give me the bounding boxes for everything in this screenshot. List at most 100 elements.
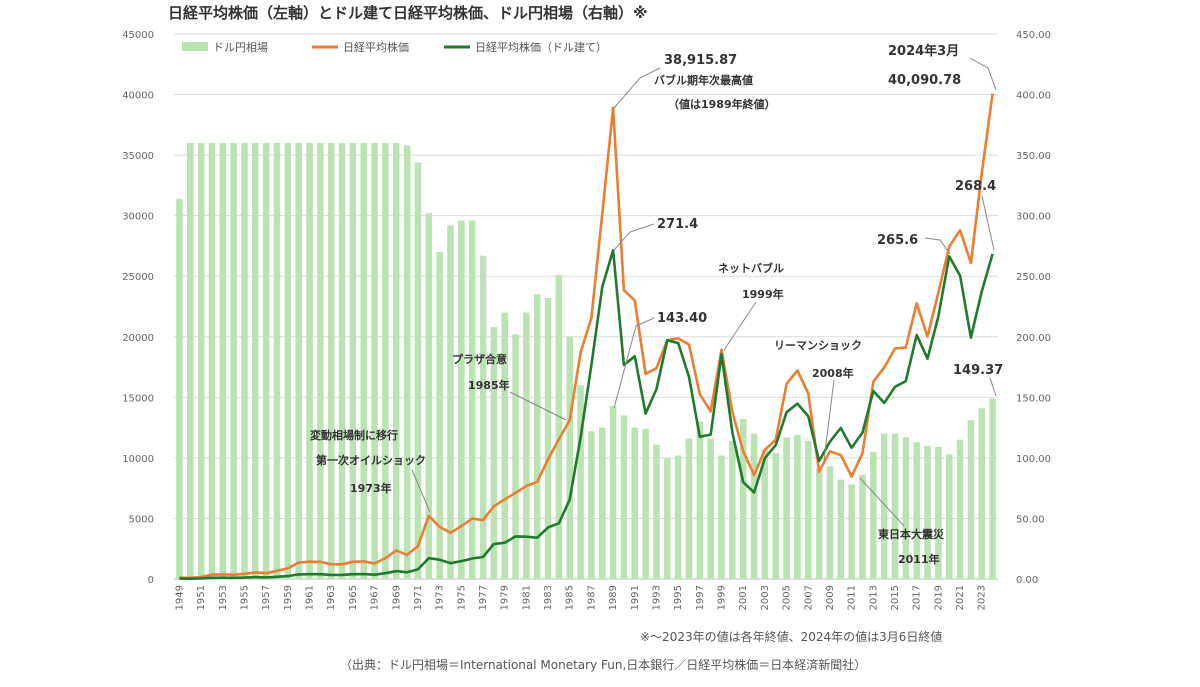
right-tick-label: 400.00 [1016,91,1051,102]
fx-bar [262,143,270,579]
annotation-usd-peak: 271.4 [657,217,698,232]
fx-bar [891,433,899,579]
fx-bar [653,444,660,579]
fx-bar [729,440,736,579]
right-axis-ticks: 0.00 50.00 100.00 150.00 200.00 250.00 300.00 3… [1016,30,1051,586]
float-leader-line [411,469,431,513]
fx-bar [924,445,931,579]
x-axis-ticks: 1949 1951 1953 1955 1957 1959 1961 1963 1965 1967… [174,585,987,610]
net-leader-line [723,301,757,351]
nikkei-line [179,93,994,580]
fx-bar [533,294,541,579]
fx-bar [241,143,248,579]
quake-leader-line [859,477,905,527]
fx-bar [913,442,920,579]
annotation-peak-note: （値は1989年終値） [668,97,776,111]
fx-bar [870,451,877,579]
fx-bar [750,433,758,579]
annotation-quake-label: 東日本大震災 [878,527,945,541]
x-tick-label: 1991 [630,585,641,610]
left-tick-label: 25000 [122,272,154,283]
annotation-fx-now: 149.37 [953,363,1003,378]
right-tick-label: 350.00 [1016,151,1051,162]
left-tick-label: 10000 [122,454,154,465]
legend-label-fx: ドル円相場 [213,41,268,54]
fx-bar [306,143,313,579]
nikkei-usd-line [179,249,994,581]
fx-bar [761,449,769,579]
usd-peak-leader-line [613,223,655,251]
annotation-net-label: ネットバブル [718,261,784,275]
fx-bar [219,143,227,579]
annotation-plaza-year: 1985年 [468,378,510,392]
fx-bar [197,143,205,579]
source-note: （出典：ドル円相場＝International Monetary Fun,日本銀… [340,657,866,672]
fx-bar [620,415,628,579]
fx-bar [230,143,237,579]
fx-bar [783,437,790,579]
x-tick-label: 2021 [955,585,966,610]
fx-bar [425,213,433,579]
legend: ドル円相場 日経平均株価 日経平均株価（ドル建て） [182,40,607,54]
fx-bar [468,220,476,579]
fx-bar [674,455,682,579]
left-tick-label: 35000 [122,151,154,162]
fx-bar [523,312,530,579]
fx-bar [902,437,910,579]
left-tick-label: 5000 [129,514,154,525]
annotation-usd-now: 268.4 [955,179,996,194]
fx-bar [414,162,422,579]
fx-bar [880,433,888,579]
fx-bar [685,438,693,579]
x-tick-label: 1993 [651,585,662,610]
x-tick-label: 1989 [608,585,619,610]
right-tick-label: 300.00 [1016,212,1051,223]
fx-bar [252,143,259,579]
x-tick-label: 2011 [847,585,858,610]
fx-bar [826,466,834,579]
annotation-float-label2: 第一次オイルショック [316,453,426,467]
fx-bar [327,143,335,579]
x-tick-label: 2007 [803,585,814,610]
fx-bar [512,334,519,579]
left-tick-label: 20000 [122,333,154,344]
fx-bar [208,143,216,579]
left-tick-label: 15000 [122,393,154,404]
right-tick-label: 250.00 [1016,272,1051,283]
x-tick-label: 1979 [500,585,511,610]
footnote: ※～2023年の値は各年終値、2024年の値は3月6日終値 [640,629,942,644]
annotation-peak-label: バブル期年次最高値 [654,73,753,87]
fx-bar [588,431,595,579]
annotation-usd-2021: 265.6 [877,233,918,248]
x-tick-label: 2001 [738,585,749,610]
fx-bar [707,438,714,579]
legend-swatch-fx [182,42,208,51]
right-tick-label: 0.00 [1016,575,1038,586]
right-tick-label: 200.00 [1016,333,1051,344]
fx-bar [490,327,498,579]
x-tick-label: 1981 [521,585,532,610]
x-tick-label: 1955 [239,585,250,610]
fx-bar [642,428,649,579]
x-tick-label: 2023 [977,585,988,610]
fx-bar [317,143,324,579]
x-tick-label: 2017 [912,585,923,610]
annotation-lehman-label: リーマンショック [774,339,862,352]
fx-bar [360,143,367,579]
legend-label-nikkei: 日経平均株価 [343,40,409,54]
fx-bar [978,408,985,579]
usd-2021-leader-line [924,237,951,255]
x-tick-label: 2009 [825,585,836,610]
annotation-quake-year: 2011年 [898,552,940,566]
series-lines [179,93,994,581]
x-tick-label: 1995 [673,585,684,610]
right-tick-label: 100.00 [1016,454,1051,465]
x-tick-label: 1951 [196,585,207,610]
fx-bar [815,468,823,579]
fx-bar [794,434,801,579]
fx-bar [273,143,281,579]
x-tick-label: 1963 [326,585,337,610]
plaza-leader-line [509,391,567,421]
annotation-now-label: 2024年3月 [888,43,959,59]
